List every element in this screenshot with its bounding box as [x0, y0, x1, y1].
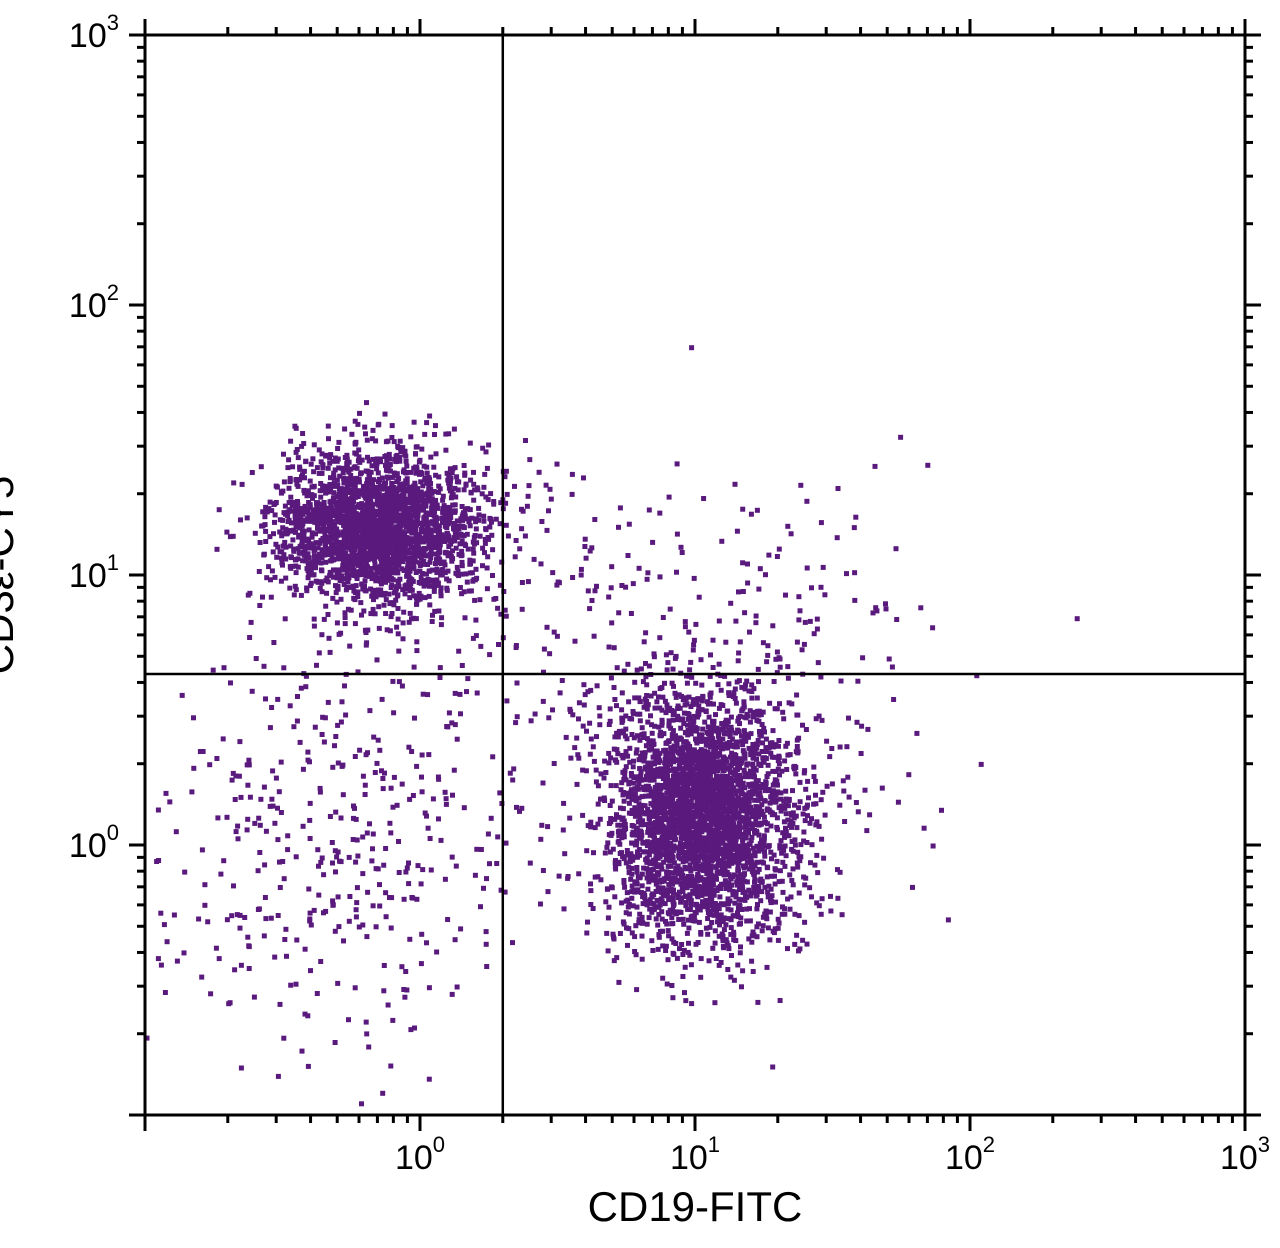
scatter-chart-svg: 100101102103100101102103CD19-FITCCD3ε-CY…: [0, 0, 1280, 1248]
x-axis-label: CD19-FITC: [588, 1183, 803, 1230]
y-axis-label: CD3ε-CY5: [0, 476, 22, 674]
flow-cytometry-dot-plot: 100101102103100101102103CD19-FITCCD3ε-CY…: [0, 0, 1280, 1248]
